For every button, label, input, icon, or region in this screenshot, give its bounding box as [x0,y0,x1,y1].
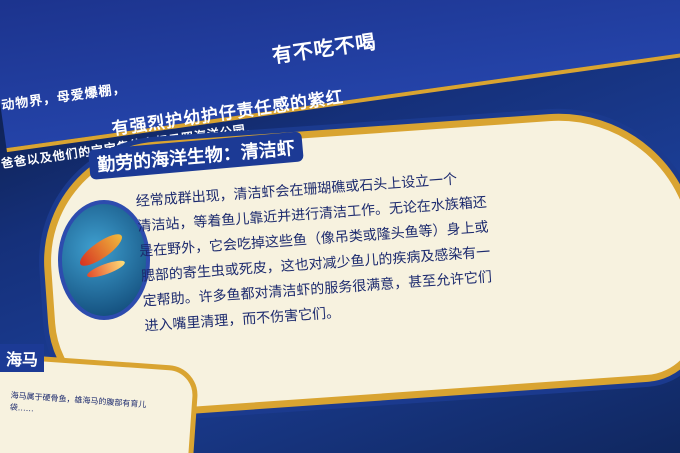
lower-card-title: 海马 [0,344,45,372]
cleaner-shrimp-photo [58,200,150,320]
card-body-text: 经常成群出现，清洁虾会在珊瑚礁或石头上设立一个 清洁站，等着鱼儿靠近并进行清洁工… [135,158,604,340]
